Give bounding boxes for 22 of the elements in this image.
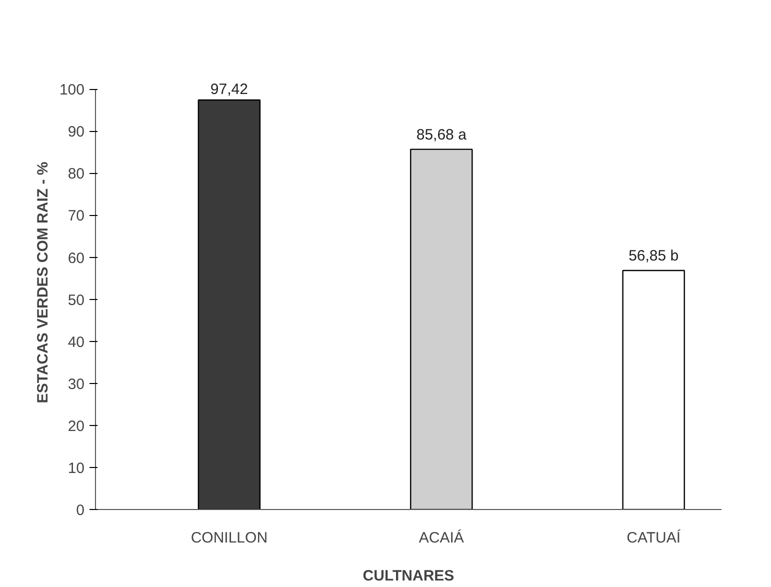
x-tick-label: CATUAÍ: [626, 528, 682, 546]
y-tick-label: 30: [68, 376, 85, 393]
y-tick-label: 40: [68, 334, 85, 351]
y-tick-label: 50: [68, 292, 85, 309]
y-tick-label: 20: [68, 418, 85, 435]
bar: [622, 270, 685, 510]
data-label: 56,85 b: [628, 248, 679, 265]
x-tick-label: ACAIÁ: [418, 528, 464, 546]
bar: [410, 148, 473, 510]
bar: [198, 99, 261, 510]
y-tick-label: 60: [68, 250, 85, 267]
y-tick-label: 10: [68, 460, 85, 477]
x-axis-title: CULTNARES: [362, 568, 454, 584]
y-tick-label: 80: [68, 166, 85, 183]
data-label: 97,42: [210, 80, 248, 98]
data-label: 85,68 a: [416, 126, 468, 144]
x-tick-label: CONILLON: [190, 530, 268, 546]
y-tick-label: 0: [76, 502, 84, 519]
y-axis-title: ESTACAS VERDES COM RAIZ - %: [34, 162, 52, 404]
y-tick-label: 100: [59, 82, 85, 99]
y-tick-label: 90: [68, 124, 85, 141]
y-tick-label: 70: [68, 208, 85, 225]
